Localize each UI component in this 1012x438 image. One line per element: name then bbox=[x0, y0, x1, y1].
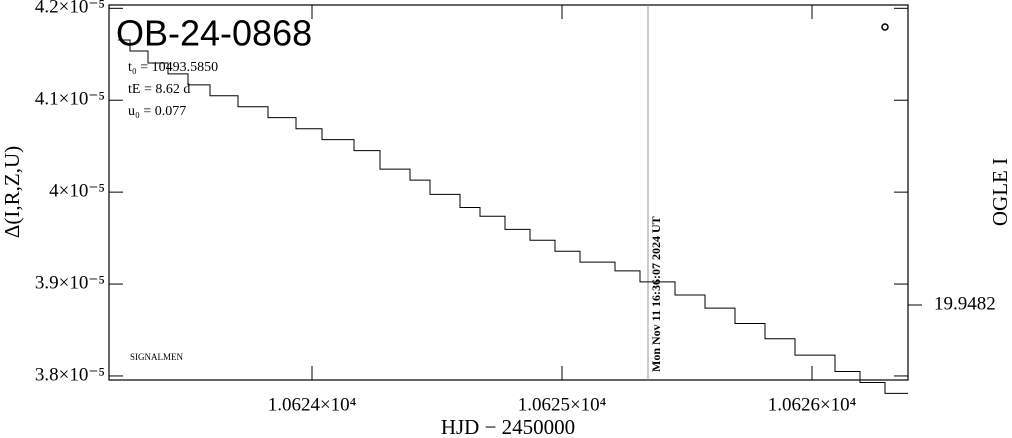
symbol bbox=[881, 23, 889, 31]
param: u₀ = 0.077 bbox=[128, 104, 186, 119]
y2-axis-label: OGLE I bbox=[988, 158, 1012, 226]
x-tick-label: 1.0624×10⁴ bbox=[268, 394, 357, 415]
chart-title: OB-24-0868 bbox=[116, 13, 312, 54]
y-axis-label: Δ(I,R,Z,U) bbox=[0, 146, 24, 238]
annotation: Mon Nov 11 16:36:07 2024 UT bbox=[649, 216, 663, 372]
y-tick-label: 4.2×10⁻⁵ bbox=[35, 0, 105, 18]
y-tick-label: 3.8×10⁻⁵ bbox=[35, 364, 105, 385]
y-tick-label: 4×10⁻⁵ bbox=[49, 180, 105, 201]
param: tE = 8.62 d bbox=[128, 82, 190, 97]
x-axis-label: HJD − 2450000 bbox=[441, 415, 575, 438]
y-tick-label: 4.1×10⁻⁵ bbox=[35, 89, 105, 110]
credit: SIGNALMEN bbox=[130, 352, 183, 362]
x-tick-label: 1.0626×10⁴ bbox=[768, 394, 857, 415]
y2-tick-label: 19.9482 bbox=[934, 293, 996, 314]
plot-frame bbox=[108, 4, 909, 381]
series-line bbox=[118, 39, 908, 394]
y-tick-label: 3.9×10⁻⁵ bbox=[35, 272, 105, 293]
param: t₀ = 10493.5850 bbox=[128, 60, 218, 75]
x-tick-label: 1.0625×10⁴ bbox=[518, 394, 607, 415]
